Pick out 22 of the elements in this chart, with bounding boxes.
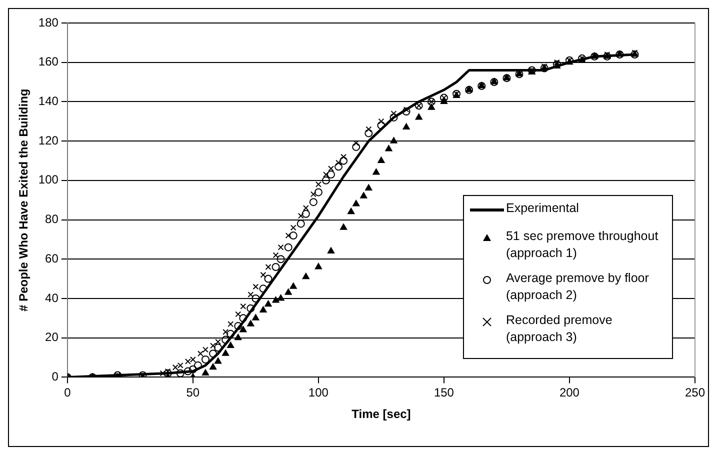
y-tick-label: 140 <box>38 94 59 108</box>
y-tick-label: 0 <box>52 370 59 384</box>
x-axis-title: Time [sec] <box>352 407 411 422</box>
y-tick-label: 80 <box>45 212 59 226</box>
y-axis-title: # People Who Have Exited the Building <box>16 88 31 312</box>
y-tick-label: 20 <box>45 330 59 344</box>
y-tick-label: 160 <box>38 54 59 69</box>
legend-label: Average premove by floor (approach 2) <box>506 270 650 304</box>
x-tick-label: 100 <box>308 386 329 400</box>
y-tick-label: 120 <box>38 133 59 148</box>
x-tick-label: 200 <box>559 386 580 400</box>
legend-label: Recorded premove (approach 3) <box>506 312 614 346</box>
x-tick-label: 250 <box>684 386 706 400</box>
y-tick-label: 60 <box>45 251 59 266</box>
x-tick-label: 0 <box>64 386 72 400</box>
x-tick-label: 50 <box>186 386 200 400</box>
legend-label: Experimental <box>506 200 579 217</box>
legend-label: 51 sec premove throughout (approach 1) <box>506 228 660 262</box>
y-tick-label: 40 <box>45 290 59 305</box>
y-tick-label: 100 <box>38 172 59 187</box>
y-tick-label: 180 <box>38 15 59 30</box>
x-tick-label: 150 <box>434 386 454 400</box>
